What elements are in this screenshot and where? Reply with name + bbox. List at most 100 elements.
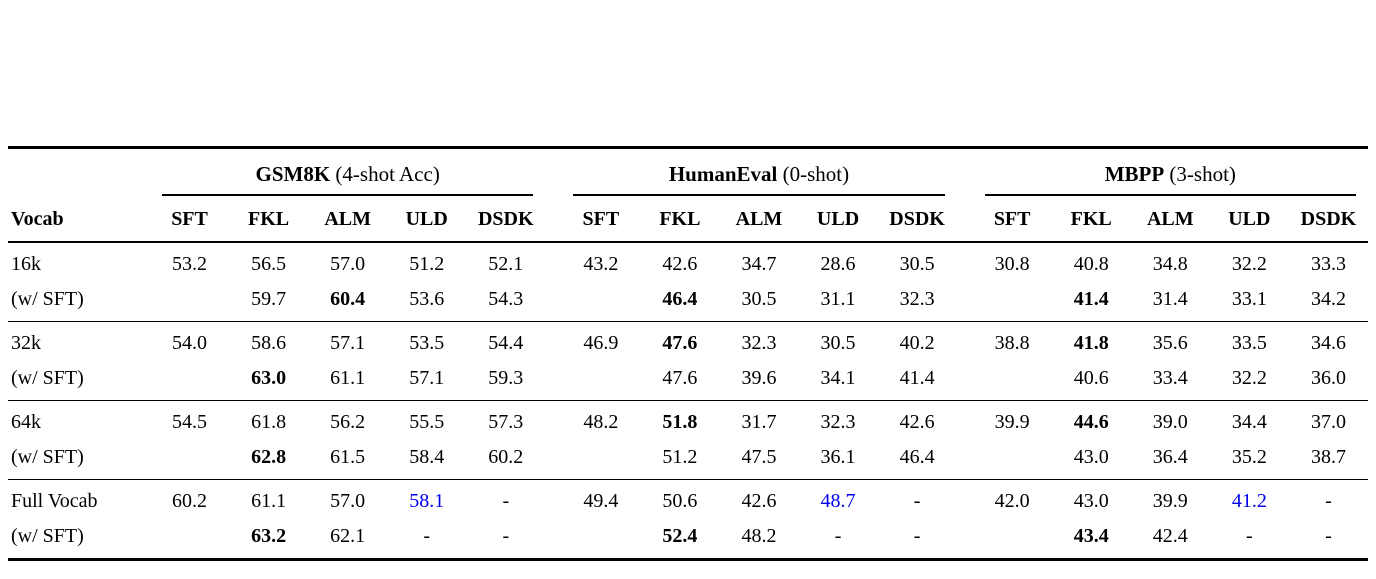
group-label: HumanEval (0-shot): [561, 162, 956, 186]
column-spacer: [956, 360, 973, 401]
table-cell: 31.1: [798, 281, 878, 322]
table-cell: 53.6: [387, 281, 467, 322]
table-cell: 39.0: [1152, 410, 1188, 433]
row-label: 64k: [11, 410, 41, 433]
table-cell: 47.6: [662, 331, 698, 354]
benchmark-results-table: GSM8K (4-shot Acc) HumanEval (0-shot) MB…: [8, 146, 1368, 561]
table-cell: 43.0: [1051, 439, 1131, 480]
column-header-alm: ALM: [719, 195, 799, 243]
group-underline: [162, 194, 534, 196]
table-cell: 55.5: [409, 410, 445, 433]
column-spacer: [956, 195, 973, 243]
table-cell: 48.7: [820, 489, 856, 512]
table-cell: 50.6: [662, 489, 698, 512]
table-cell: 34.7: [741, 252, 777, 275]
column-header-row: Vocab SFT FKL ALM ULD DSDK SFT FKL ALM ULD DSDK SF…: [8, 195, 1368, 243]
table-cell: 39.6: [719, 360, 799, 401]
table-cell: -: [1325, 524, 1332, 547]
table-cell: 30.5: [820, 331, 856, 354]
table-cell: 62.1: [330, 524, 366, 547]
column-spacer: [957, 148, 973, 196]
column-header-fkl: FKL: [640, 195, 720, 243]
table-cell: 34.8: [1152, 252, 1188, 275]
group-detail: (3-shot): [1164, 162, 1236, 186]
column-header-fkl: FKL: [1051, 195, 1131, 243]
column-header-vocab: Vocab: [8, 195, 150, 243]
column-spacer: [957, 321, 973, 361]
table-cell: 32.2: [1209, 360, 1289, 401]
column-header-alm: ALM: [1130, 195, 1210, 243]
table-cell: 46.9: [583, 331, 619, 354]
row-label: 16k: [11, 252, 41, 275]
table-cell: 36.4: [1130, 439, 1210, 480]
column-spacer: [545, 479, 561, 519]
table-cell: [150, 439, 230, 480]
group-label: GSM8K (4-shot Acc): [150, 162, 545, 186]
table-cell: 41.2: [1231, 489, 1267, 512]
table-cell: 47.6: [640, 360, 720, 401]
column-spacer: [545, 360, 562, 401]
table-cell: 59.7: [229, 281, 309, 322]
table-cell: 51.2: [640, 439, 720, 480]
table-cell: 30.8: [994, 252, 1030, 275]
table-cell: 33.3: [1310, 252, 1346, 275]
table-cell: 57.3: [488, 410, 524, 433]
column-header-sft: SFT: [972, 195, 1052, 243]
table-cell: 32.3: [741, 331, 777, 354]
table-row: (w/ SFT) 63.2 62.1 - - 52.4 48.2 - - 43.4 42.4 - -: [8, 519, 1368, 560]
table-cell: 36.1: [798, 439, 878, 480]
group-header-row: GSM8K (4-shot Acc) HumanEval (0-shot) MB…: [8, 148, 1368, 196]
table-cell: 43.0: [1073, 489, 1109, 512]
column-spacer: [957, 519, 973, 560]
row-label: (w/ SFT): [8, 360, 150, 401]
table-cell: 37.0: [1310, 410, 1346, 433]
group-underline: [573, 194, 945, 196]
table-cell: 40.6: [1051, 360, 1131, 401]
column-spacer: [545, 242, 561, 282]
column-header-fkl: FKL: [229, 195, 309, 243]
table-cell: -: [423, 524, 431, 547]
table-cell: 40.2: [899, 331, 935, 354]
table-row: (w/ SFT) 59.7 60.4 53.6 54.3 46.4 30.5 31.1 32.3…: [8, 281, 1368, 322]
table-cell: 39.9: [1152, 489, 1188, 512]
table-cell: -: [834, 524, 842, 547]
group-name: GSM8K: [255, 162, 331, 186]
column-header-uld: ULD: [387, 195, 467, 243]
table-cell: [972, 281, 1052, 322]
table-cell: 51.2: [409, 252, 445, 275]
row-label: (w/ SFT): [11, 524, 84, 547]
table-cell: 35.6: [1152, 331, 1188, 354]
column-header-sft: SFT: [561, 195, 641, 243]
column-spacer: [956, 439, 973, 480]
column-spacer: [545, 148, 561, 196]
table-cell: 42.0: [994, 489, 1030, 512]
row-label: (w/ SFT): [8, 439, 150, 480]
row-label: Full Vocab: [11, 489, 98, 512]
group-header-mbpp: MBPP (3-shot): [973, 148, 1368, 196]
table-cell: 63.2: [251, 524, 287, 547]
table-cell: 52.4: [662, 524, 698, 547]
group-detail: (0-shot): [777, 162, 850, 186]
table-cell: 41.4: [877, 360, 957, 401]
table-cell: 56.2: [330, 410, 366, 433]
table-cell: 54.5: [172, 410, 208, 433]
table-cell: 32.2: [1231, 252, 1267, 275]
table-cell: 62.8: [229, 439, 309, 480]
column-header-sft: SFT: [150, 195, 230, 243]
column-spacer: [545, 439, 562, 480]
table-cell: 49.4: [583, 489, 619, 512]
table-cell: [561, 281, 641, 322]
table-cell: 57.0: [330, 489, 366, 512]
table-cell: [150, 281, 230, 322]
table-row: (w/ SFT) 63.0 61.1 57.1 59.3 47.6 39.6 34.1 41.4…: [8, 360, 1368, 401]
table-cell: 60.2: [172, 489, 208, 512]
table-cell: 58.1: [409, 489, 445, 512]
column-header-dsdk: DSDK: [877, 195, 957, 243]
table-cell: 53.5: [409, 331, 445, 354]
table-cell: 33.4: [1130, 360, 1210, 401]
table-cell: -: [502, 489, 510, 512]
table-cell: 48.2: [583, 410, 619, 433]
table-cell: [972, 360, 1052, 401]
table-cell: 31.7: [741, 410, 777, 433]
table-cell: 56.5: [251, 252, 287, 275]
